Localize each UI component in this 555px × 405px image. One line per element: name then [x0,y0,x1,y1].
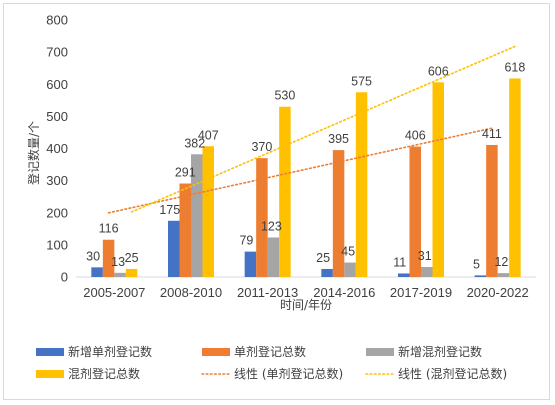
y-tick-label: 800 [46,13,68,28]
y-tick-label: 300 [46,173,68,188]
x-tick-label: 2017-2019 [390,285,452,300]
data-label: 79 [239,234,253,248]
legend-label: 单剂登记总数 [234,344,306,359]
legend-swatch [366,348,394,356]
x-axis-title: 时间/年份 [280,298,332,312]
bar [486,144,498,277]
bar [91,267,103,277]
legend-swatch [36,370,64,378]
bars-layer [91,78,521,277]
data-label: 13 [111,255,125,269]
bar [409,146,421,277]
bar [191,154,203,277]
data-labels-layer: 30 175 79 25 11 5 116 291 370 395 406 411 13 382 123 45… [86,60,525,271]
bar [432,82,444,277]
legend-label: 线性 (混剂登记总数) [398,366,507,381]
data-label: 5 [473,257,480,271]
bar [355,92,368,277]
legend-label: 线性 (单剂登记总数) [234,366,343,381]
data-label: 175 [159,203,180,217]
legend-label: 新增混剂登记数 [398,344,482,359]
x-tick-label: 2008-2010 [160,285,222,300]
y-axis-ticks: 0 100 200 300 400 500 600 700 800 [46,13,68,285]
y-tick-label: 500 [46,109,68,124]
data-label: 406 [405,129,426,143]
bar [256,158,268,277]
y-tick-label: 600 [46,77,68,92]
data-label: 31 [418,249,432,263]
legend-label: 混剂登记总数 [68,366,140,381]
bar [102,239,115,277]
trendlines-layer [107,45,516,214]
y-tick-label: 0 [61,270,68,285]
bar [344,262,356,277]
y-tick-label: 100 [46,237,68,252]
bar [474,275,487,277]
bar [267,237,280,277]
data-label: 395 [328,132,349,146]
bar [332,150,345,277]
bar [168,220,180,277]
trendline [107,127,493,214]
bar [497,273,510,277]
y-axis-title: 登记数量/个 [26,121,41,185]
data-label: 116 [99,222,119,236]
data-label: 411 [482,127,502,141]
legend-swatch [36,348,64,356]
bar [421,267,433,277]
data-label: 618 [504,60,525,74]
data-label: 25 [125,251,139,265]
y-tick-label: 700 [46,45,68,60]
bar [509,78,521,277]
data-label: 25 [316,251,330,265]
data-label: 370 [251,140,272,154]
bar [321,268,333,277]
x-tick-label: 2014-2016 [313,285,375,300]
data-label: 11 [393,255,406,269]
bar [125,268,138,277]
data-label: 30 [86,249,100,263]
bar [179,183,191,277]
data-label: 530 [274,89,295,103]
bar [202,146,214,277]
data-label: 123 [261,219,282,233]
bar [398,273,410,277]
chart-frame [3,3,550,400]
data-label: 45 [341,245,355,259]
legend-label: 新增单剂登记数 [68,344,152,359]
legend-swatch [202,348,230,356]
bar [279,106,291,277]
trendline [130,45,516,213]
data-label: 12 [494,255,508,269]
bar [244,251,257,277]
bar [114,272,126,277]
y-tick-label: 200 [46,205,68,220]
y-tick-label: 400 [46,141,68,156]
data-label: 291 [175,166,196,180]
x-tick-label: 2005-2007 [83,285,145,300]
x-tick-label: 2020-2022 [467,285,529,300]
x-tick-label: 2011-2013 [237,285,298,300]
data-label: 575 [351,74,372,88]
data-label: 382 [184,136,205,150]
data-label: 407 [198,128,219,142]
data-label: 606 [428,64,449,78]
x-axis-ticks: 2005-2007 2008-2010 2011-2013 2014-2016 2017… [83,285,529,300]
